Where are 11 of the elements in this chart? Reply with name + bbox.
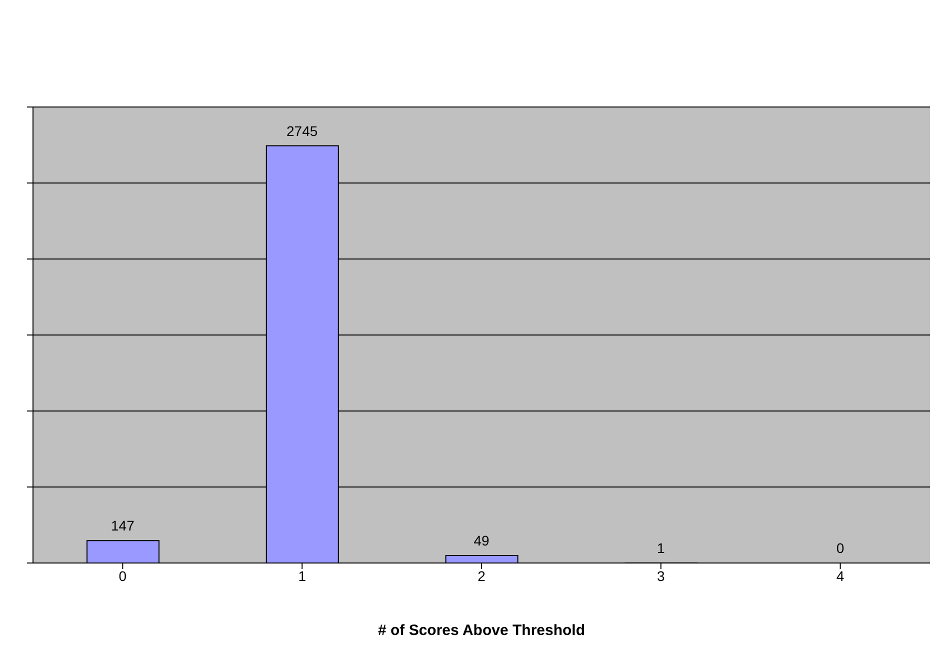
x-tick-label: 2 [478,568,486,584]
x-axis-title: # of Scores Above Threshold [378,622,585,639]
data-label: 0 [836,540,844,556]
data-label: 147 [111,518,135,534]
x-tick-label: 3 [657,568,665,584]
x-tick-label: 4 [836,568,844,584]
x-tick-label: 1 [298,568,306,584]
data-label: 2745 [286,122,318,139]
data-label: 49 [474,532,490,549]
x-tick-label: 0 [118,568,127,584]
data-label: 1 [657,540,665,556]
